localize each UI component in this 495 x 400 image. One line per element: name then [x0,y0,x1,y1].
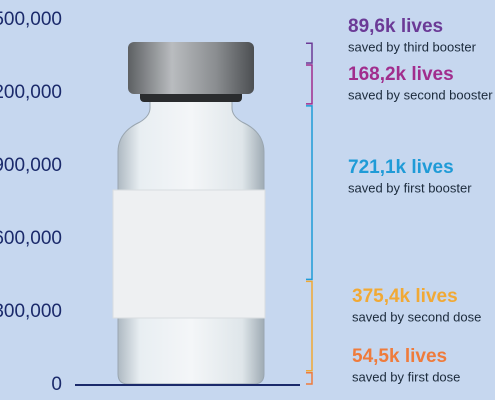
value-label: 168,2k lives [348,64,454,85]
value-label: 721,1k lives [348,157,454,178]
y-tick-label: 0 [51,374,62,395]
value-label: 375,4k lives [352,286,458,307]
y-tick-label: 600,000 [0,228,62,249]
caption: saved by first dose [352,369,460,384]
bracket [306,280,313,372]
caption: saved by second booster [348,87,493,102]
y-tick-label: 1,200,000 [0,82,62,103]
value-label: 89,6k lives [348,16,443,37]
caption: saved by second dose [352,309,481,324]
caption: saved by first booster [348,180,472,195]
vial [112,42,266,385]
bracket [306,105,313,281]
y-tick-label: 900,000 [0,155,62,176]
value-label: 54,5k lives [352,346,447,367]
y-tick-label: 1,500,000 [0,9,62,30]
caption: saved by third booster [348,39,477,54]
bracket [306,371,313,385]
y-tick-label: 300,000 [0,301,62,322]
bracket [306,64,313,105]
bracket [306,42,313,64]
